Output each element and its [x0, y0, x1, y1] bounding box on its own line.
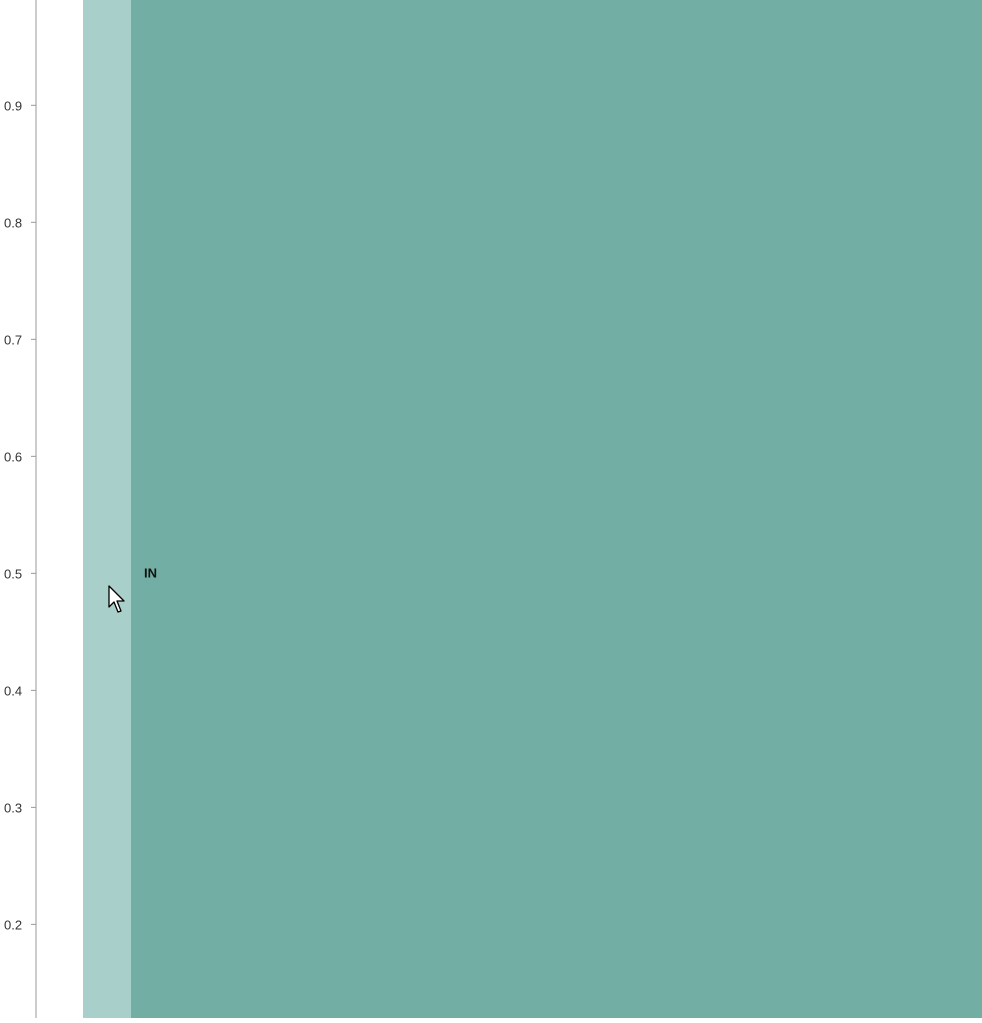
y-tick-label: 0.5	[4, 566, 22, 581]
y-tick-label: 0.9	[4, 98, 22, 113]
y-tick-label: 0.2	[4, 917, 22, 932]
y-tick-label: 0.8	[4, 215, 22, 230]
y-tick-label: 0.6	[4, 449, 22, 464]
y-tick-label: 0.3	[4, 800, 22, 815]
y-axis: 0.2 0.3 0.4 0.5 0.6 0.7 0.8 0.9	[4, 98, 36, 932]
area-series-in-hover-band[interactable]	[83, 0, 131, 1018]
y-tick-label: 0.4	[4, 683, 22, 698]
y-tick-label: 0.7	[4, 332, 22, 347]
area-series-label: IN	[144, 565, 157, 580]
area-series-in[interactable]	[131, 0, 982, 1018]
